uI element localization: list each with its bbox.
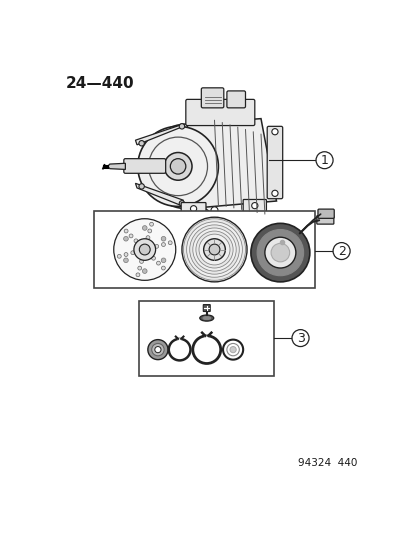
Circle shape (139, 260, 143, 263)
Circle shape (154, 245, 158, 248)
Circle shape (147, 229, 151, 233)
Circle shape (131, 251, 134, 255)
Circle shape (145, 124, 230, 209)
Circle shape (154, 346, 161, 353)
Ellipse shape (187, 116, 264, 216)
Circle shape (315, 152, 332, 168)
Circle shape (190, 206, 196, 212)
FancyBboxPatch shape (181, 203, 206, 215)
Circle shape (146, 236, 150, 239)
FancyBboxPatch shape (266, 126, 282, 199)
Polygon shape (135, 124, 183, 145)
Circle shape (161, 258, 166, 263)
Circle shape (138, 266, 141, 270)
Circle shape (271, 244, 289, 262)
FancyBboxPatch shape (317, 209, 333, 219)
FancyBboxPatch shape (185, 99, 254, 126)
Circle shape (134, 239, 138, 243)
Circle shape (139, 141, 144, 146)
Text: 2: 2 (337, 245, 345, 257)
Circle shape (170, 159, 185, 174)
Circle shape (156, 261, 160, 265)
Circle shape (179, 124, 184, 129)
Circle shape (139, 184, 144, 189)
Circle shape (147, 340, 168, 360)
Circle shape (135, 273, 140, 277)
FancyBboxPatch shape (226, 91, 245, 108)
Circle shape (291, 329, 308, 346)
Circle shape (211, 207, 218, 214)
Circle shape (117, 254, 121, 258)
Circle shape (138, 126, 218, 206)
Circle shape (168, 241, 172, 245)
Circle shape (271, 190, 278, 196)
Text: 3: 3 (296, 332, 304, 344)
Text: 24—440: 24—440 (66, 76, 134, 91)
Ellipse shape (199, 315, 213, 321)
Circle shape (124, 229, 128, 233)
Text: 1: 1 (320, 154, 328, 167)
Circle shape (226, 343, 239, 356)
Circle shape (114, 219, 176, 280)
FancyBboxPatch shape (201, 88, 223, 108)
Circle shape (195, 231, 233, 268)
Wedge shape (177, 338, 182, 350)
Circle shape (142, 269, 147, 273)
Text: 94324  440: 94324 440 (298, 458, 357, 468)
Circle shape (250, 223, 309, 282)
Circle shape (251, 203, 257, 209)
Circle shape (142, 225, 147, 230)
Polygon shape (107, 163, 125, 169)
Circle shape (179, 200, 184, 206)
Circle shape (256, 230, 303, 276)
Circle shape (123, 237, 128, 241)
Circle shape (271, 128, 278, 135)
Circle shape (199, 234, 230, 265)
Circle shape (161, 243, 165, 246)
Circle shape (192, 228, 236, 271)
Circle shape (230, 346, 236, 353)
Polygon shape (187, 119, 276, 209)
Circle shape (129, 234, 133, 238)
FancyBboxPatch shape (203, 304, 210, 311)
Circle shape (164, 152, 192, 180)
Circle shape (151, 256, 155, 260)
Circle shape (264, 237, 295, 268)
Circle shape (151, 343, 164, 356)
Circle shape (161, 266, 165, 270)
Circle shape (139, 244, 150, 255)
Circle shape (149, 222, 153, 226)
Circle shape (181, 217, 247, 282)
FancyBboxPatch shape (123, 159, 165, 173)
Polygon shape (135, 183, 183, 205)
Circle shape (133, 239, 155, 260)
Circle shape (183, 219, 245, 280)
Bar (138, 301, 273, 376)
Bar (94, 211, 314, 288)
FancyBboxPatch shape (242, 199, 266, 212)
Ellipse shape (202, 317, 210, 320)
Circle shape (332, 243, 349, 260)
Circle shape (161, 237, 166, 241)
Circle shape (186, 222, 242, 277)
Circle shape (189, 225, 239, 274)
Circle shape (123, 258, 128, 263)
Circle shape (209, 244, 219, 255)
Wedge shape (204, 335, 209, 350)
FancyBboxPatch shape (316, 216, 333, 224)
Circle shape (124, 253, 128, 256)
Circle shape (203, 239, 225, 260)
